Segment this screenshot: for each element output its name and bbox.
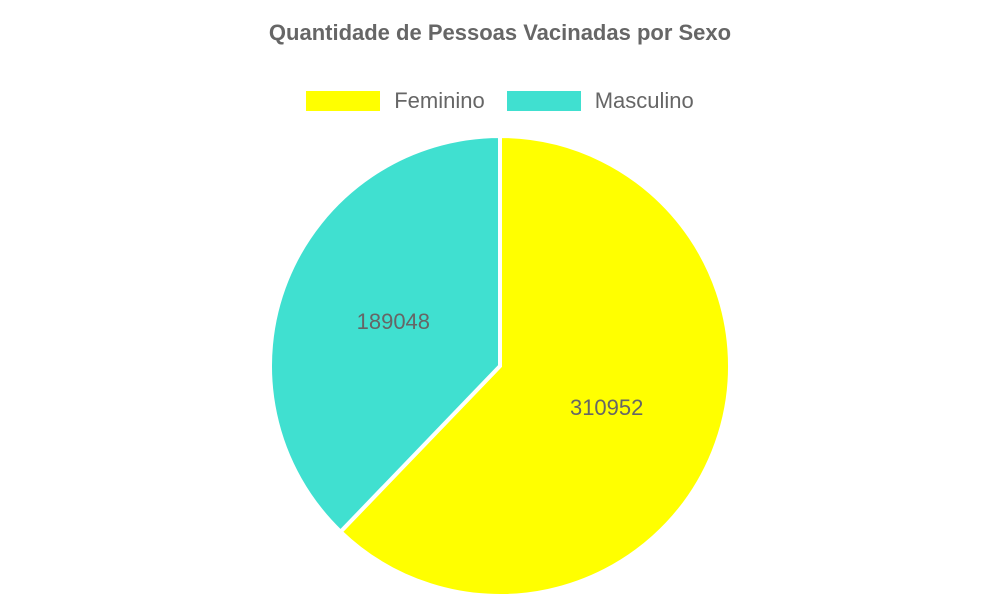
- pie-slice-feminino[interactable]: [337, 133, 732, 598]
- legend-label-masculino: Masculino: [594, 88, 694, 113]
- legend-swatch-masculino: [506, 91, 581, 111]
- pie-slices: [268, 133, 732, 598]
- chart-legend: Feminino Masculino: [0, 88, 1000, 114]
- legend-swatch-feminino: [306, 91, 381, 111]
- slice-label-feminino: 310952: [570, 395, 643, 420]
- legend-item-masculino[interactable]: Masculino: [506, 88, 694, 114]
- pie-slice-masculino[interactable]: [268, 133, 502, 535]
- legend-label-feminino: Feminino: [394, 88, 485, 113]
- slice-label-masculino: 189048: [357, 309, 430, 334]
- chart-title: Quantidade de Pessoas Vacinadas por Sexo: [268, 20, 732, 45]
- pie-labels: 310952 189048: [357, 309, 644, 420]
- legend-item-feminino[interactable]: Feminino: [306, 88, 485, 114]
